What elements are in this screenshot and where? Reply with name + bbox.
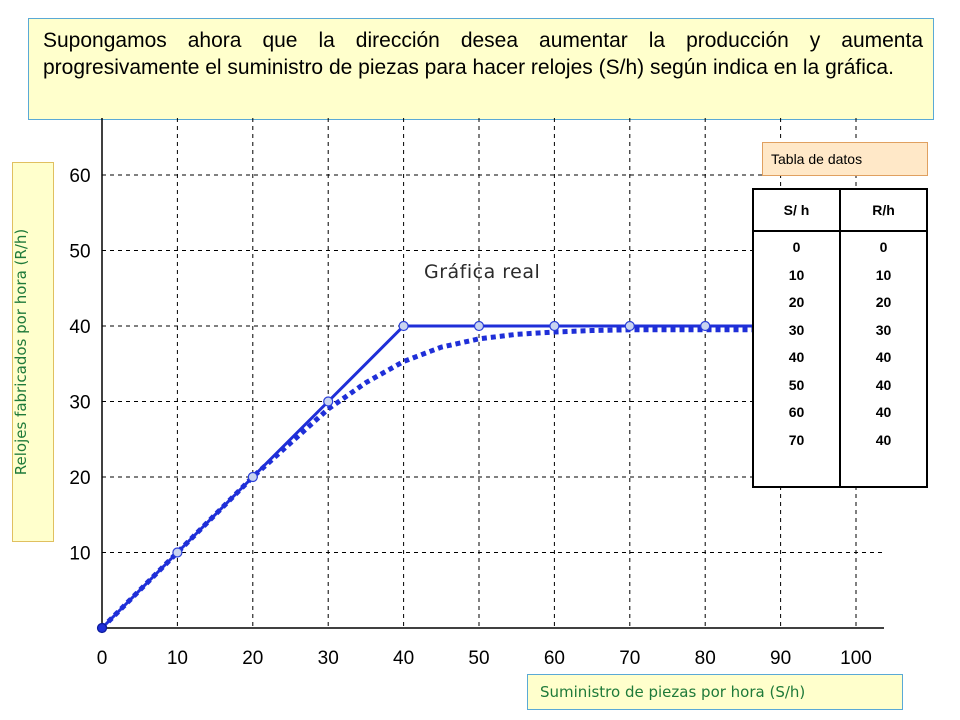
y-tick-label-1: 20 [69,468,90,489]
table-column-r: R/h 0 10 20 30 40 40 40 40 [839,190,926,486]
x-tick-label-1: 10 [167,648,188,669]
annotation-grafica-real: Gráfica real [424,261,540,283]
y-tick-label-0: 10 [69,544,90,565]
data-point-2 [247,471,258,483]
table-cell-r-3: 30 [875,321,892,338]
x-tick-label-7: 70 [619,648,640,669]
x-tick-label-0: 0 [97,648,108,669]
x-axis-label: Suministro de piezas por hora (S/h) [527,674,903,710]
table-cell-r-1: 10 [875,266,892,283]
data-point-8 [700,320,711,332]
data-point-4 [398,320,409,332]
x-tick-label-9: 90 [770,648,791,669]
data-point-5 [473,320,485,332]
table-cell-s-1: 10 [788,266,805,283]
x-tick-label-4: 40 [393,648,414,669]
x-tick-label-10: 100 [840,648,872,669]
data-table-title: Tabla de datos [762,142,928,176]
table-cell-s-3: 30 [788,321,805,338]
series-line-solid [100,324,781,630]
table-cell-r-6: 40 [875,404,892,420]
table-header-s: S/ h [754,190,839,232]
table-header-r: R/h [841,190,926,232]
table-cell-s-0: 0 [792,239,801,255]
x-tick-label-3: 30 [318,648,339,669]
x-tick-label-6: 60 [544,648,565,669]
axes [101,118,884,629]
table-cell-s-2: 20 [788,294,805,310]
data-point-1 [172,547,183,558]
table-cell-r-4: 40 [875,349,892,365]
y-tick-label-4: 50 [69,242,90,263]
x-tick-label-2: 20 [242,648,263,669]
data-table: S/ h 0 10 20 30 40 50 60 70 R/h 0 10 20 30 40 40 40 40 [752,188,928,488]
table-cell-s-7: 70 [788,431,805,448]
y-axis-label-box [12,162,54,542]
table-cell-r-5: 40 [875,376,892,393]
x-tick-label-5: 50 [468,648,489,669]
data-point-0 [96,622,108,634]
data-point-3 [323,396,334,407]
table-cell-s-6: 60 [788,404,805,420]
table-cell-s-5: 50 [788,376,805,393]
table-column-s: S/ h 0 10 20 30 40 50 60 70 [754,190,839,486]
table-cell-r-7: 40 [875,431,892,448]
y-tick-label-2: 30 [69,393,90,414]
table-cell-r-2: 20 [875,294,892,310]
y-tick-label-5: 60 [69,166,90,187]
x-tick-label-8: 80 [695,648,716,669]
data-point-6 [549,320,560,332]
y-tick-label-3: 40 [69,317,90,338]
data-point-7 [624,320,635,332]
table-cell-s-4: 40 [788,349,805,365]
intro-text: Supongamos ahora que la dirección desea … [28,18,934,120]
table-cell-r-0: 0 [879,239,888,255]
series-line-dotted [100,327,781,630]
tick-labels: 0 10 20 30 40 50 60 70 80 90 100102030405060Gráfic… [69,166,871,669]
